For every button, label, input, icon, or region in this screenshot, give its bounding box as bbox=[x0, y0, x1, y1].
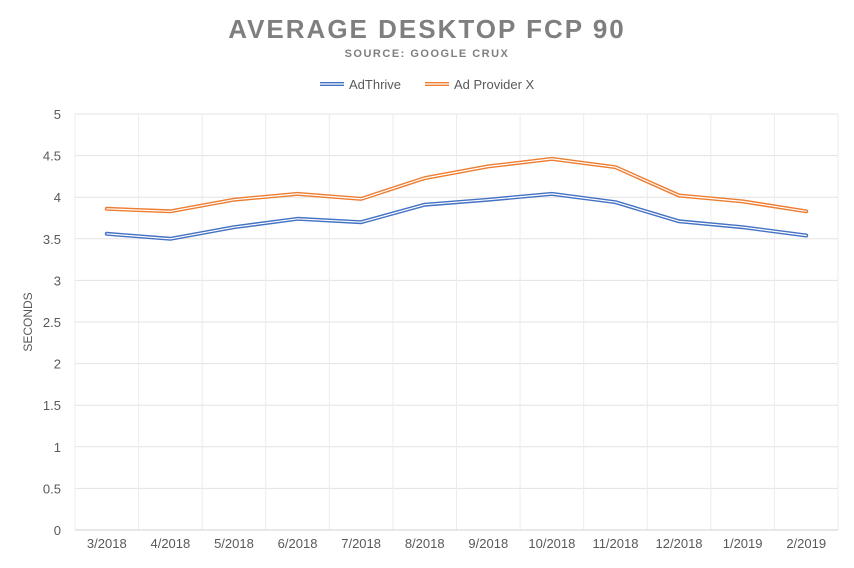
x-tick-label: 3/2018 bbox=[87, 536, 127, 551]
x-tick-label: 12/2018 bbox=[656, 536, 703, 551]
chart-legend: AdThrive Ad Provider X bbox=[320, 77, 535, 92]
x-tick-label: 10/2018 bbox=[528, 536, 575, 551]
legend-item: AdThrive bbox=[320, 77, 401, 92]
series-line-highlight bbox=[106, 158, 807, 212]
x-tick-label: 4/2018 bbox=[150, 536, 190, 551]
y-tick-label: 1 bbox=[54, 440, 61, 455]
x-tick-label: 1/2019 bbox=[723, 536, 763, 551]
y-axis-label: SECONDS bbox=[21, 292, 35, 351]
x-tick-label: 7/2018 bbox=[341, 536, 381, 551]
y-tick-label: 2.5 bbox=[43, 315, 61, 330]
x-axis: 3/2018 4/2018 5/2018 6/2018 7/2018 8/2018 9/20… bbox=[87, 536, 826, 551]
x-tick-label: 6/2018 bbox=[278, 536, 318, 551]
y-tick-label: 0 bbox=[54, 523, 61, 538]
series-ad-provider-x bbox=[104, 156, 809, 214]
y-tick-label: 3.5 bbox=[43, 232, 61, 247]
legend-label: Ad Provider X bbox=[454, 77, 535, 92]
x-tick-label: 5/2018 bbox=[214, 536, 254, 551]
chart-subtitle: SOURCE: GOOGLE CRUX bbox=[345, 48, 510, 60]
y-tick-label: 2 bbox=[54, 357, 61, 372]
y-axis: 0 0.5 1 1.5 2 2.5 3 3.5 4 4.5 5 bbox=[43, 107, 61, 538]
series-layer bbox=[104, 156, 809, 241]
x-tick-label: 9/2018 bbox=[468, 536, 508, 551]
legend-label: AdThrive bbox=[349, 77, 401, 92]
y-tick-label: 4.5 bbox=[43, 149, 61, 164]
chart-grid bbox=[74, 113, 839, 531]
y-tick-label: 1.5 bbox=[43, 398, 61, 413]
y-tick-label: 4 bbox=[54, 190, 61, 205]
y-tick-label: 5 bbox=[54, 107, 61, 122]
y-tick-label: 3 bbox=[54, 273, 61, 288]
series-line-highlight bbox=[106, 193, 807, 240]
x-tick-label: 8/2018 bbox=[405, 536, 445, 551]
series-adthrive bbox=[104, 191, 809, 241]
y-tick-label: 0.5 bbox=[43, 481, 61, 496]
x-tick-label: 2/2019 bbox=[786, 536, 826, 551]
x-tick-label: 11/2018 bbox=[592, 536, 638, 551]
legend-item: Ad Provider X bbox=[425, 77, 535, 92]
chart-title: AVERAGE DESKTOP FCP 90 bbox=[228, 14, 626, 44]
